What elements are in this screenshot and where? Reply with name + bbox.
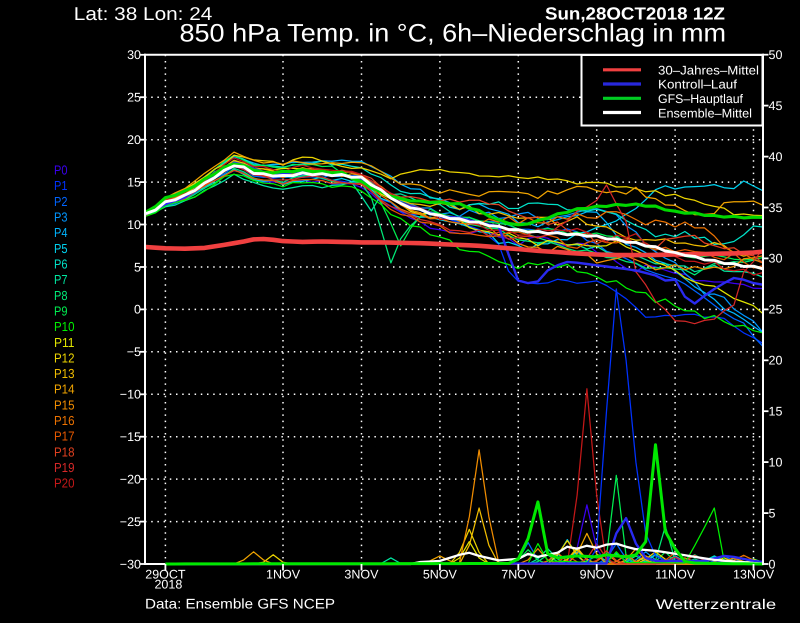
svg-text:35: 35 <box>769 201 783 215</box>
svg-text:P15: P15 <box>54 397 75 412</box>
svg-text:P12: P12 <box>54 350 75 365</box>
svg-text:1NOV: 1NOV <box>266 567 301 581</box>
svg-text:0: 0 <box>769 557 776 571</box>
svg-text:11NOV: 11NOV <box>655 567 696 581</box>
svg-text:Kontroll–Lauf: Kontroll–Lauf <box>658 78 738 92</box>
svg-text:−5: −5 <box>127 345 141 359</box>
svg-text:50: 50 <box>769 48 783 62</box>
svg-text:13NOV: 13NOV <box>733 567 775 581</box>
svg-text:P10: P10 <box>54 319 75 334</box>
svg-text:15: 15 <box>127 175 141 189</box>
svg-text:Wetterzentrale: Wetterzentrale <box>656 596 777 612</box>
svg-text:20: 20 <box>127 133 141 147</box>
svg-text:P19: P19 <box>54 460 75 475</box>
svg-text:−30: −30 <box>120 557 141 571</box>
svg-text:P2: P2 <box>54 194 68 209</box>
svg-text:−25: −25 <box>120 515 141 529</box>
svg-text:P16: P16 <box>54 413 75 428</box>
svg-text:P1: P1 <box>54 178 68 193</box>
svg-text:Data: Ensemble GFS NCEP: Data: Ensemble GFS NCEP <box>145 596 335 612</box>
svg-text:30: 30 <box>769 252 783 266</box>
svg-text:P5: P5 <box>54 241 68 256</box>
svg-text:−20: −20 <box>120 472 141 486</box>
svg-text:850 hPa Temp. in °C, 6h–Nieder: 850 hPa Temp. in °C, 6h–Niederschlag in … <box>180 20 727 48</box>
svg-text:30–Jahres–Mittel: 30–Jahres–Mittel <box>658 63 759 77</box>
svg-text:30: 30 <box>127 48 141 62</box>
svg-text:40: 40 <box>769 150 783 164</box>
svg-text:25: 25 <box>769 303 783 317</box>
svg-text:10: 10 <box>127 218 141 232</box>
svg-text:GFS–Hauptlauf: GFS–Hauptlauf <box>658 92 744 106</box>
svg-text:P11: P11 <box>54 335 75 350</box>
svg-text:10: 10 <box>769 455 783 469</box>
svg-text:25: 25 <box>127 91 141 105</box>
svg-text:3NOV: 3NOV <box>344 567 379 581</box>
svg-text:5NOV: 5NOV <box>423 567 458 581</box>
svg-text:−10: −10 <box>120 388 141 402</box>
svg-text:0: 0 <box>134 303 141 317</box>
svg-text:Lat: 38 Lon: 24: Lat: 38 Lon: 24 <box>74 3 213 24</box>
svg-text:P8: P8 <box>54 288 68 303</box>
svg-text:P0: P0 <box>54 163 68 178</box>
svg-text:−15: −15 <box>120 430 141 444</box>
svg-text:P6: P6 <box>54 256 68 271</box>
svg-text:P9: P9 <box>54 303 68 318</box>
svg-text:Sun,28OCT2018 12Z: Sun,28OCT2018 12Z <box>545 4 725 24</box>
svg-text:5: 5 <box>134 260 141 274</box>
svg-text:P14: P14 <box>54 382 75 397</box>
svg-text:7NOV: 7NOV <box>501 567 536 581</box>
svg-text:Ensemble–Mittel: Ensemble–Mittel <box>658 106 752 120</box>
svg-text:P4: P4 <box>54 225 68 240</box>
svg-text:45: 45 <box>769 99 783 113</box>
svg-text:5: 5 <box>769 506 776 520</box>
svg-text:P3: P3 <box>54 209 68 224</box>
svg-text:9NOV: 9NOV <box>580 567 615 581</box>
svg-text:P18: P18 <box>54 444 75 459</box>
svg-text:15: 15 <box>769 405 783 419</box>
svg-text:P13: P13 <box>54 366 75 381</box>
svg-text:20: 20 <box>769 354 783 368</box>
svg-text:P20: P20 <box>54 476 75 491</box>
svg-text:P17: P17 <box>54 429 75 444</box>
svg-text:29OCT: 29OCT <box>145 567 186 581</box>
svg-text:2018: 2018 <box>154 578 182 592</box>
svg-text:P7: P7 <box>54 272 68 287</box>
